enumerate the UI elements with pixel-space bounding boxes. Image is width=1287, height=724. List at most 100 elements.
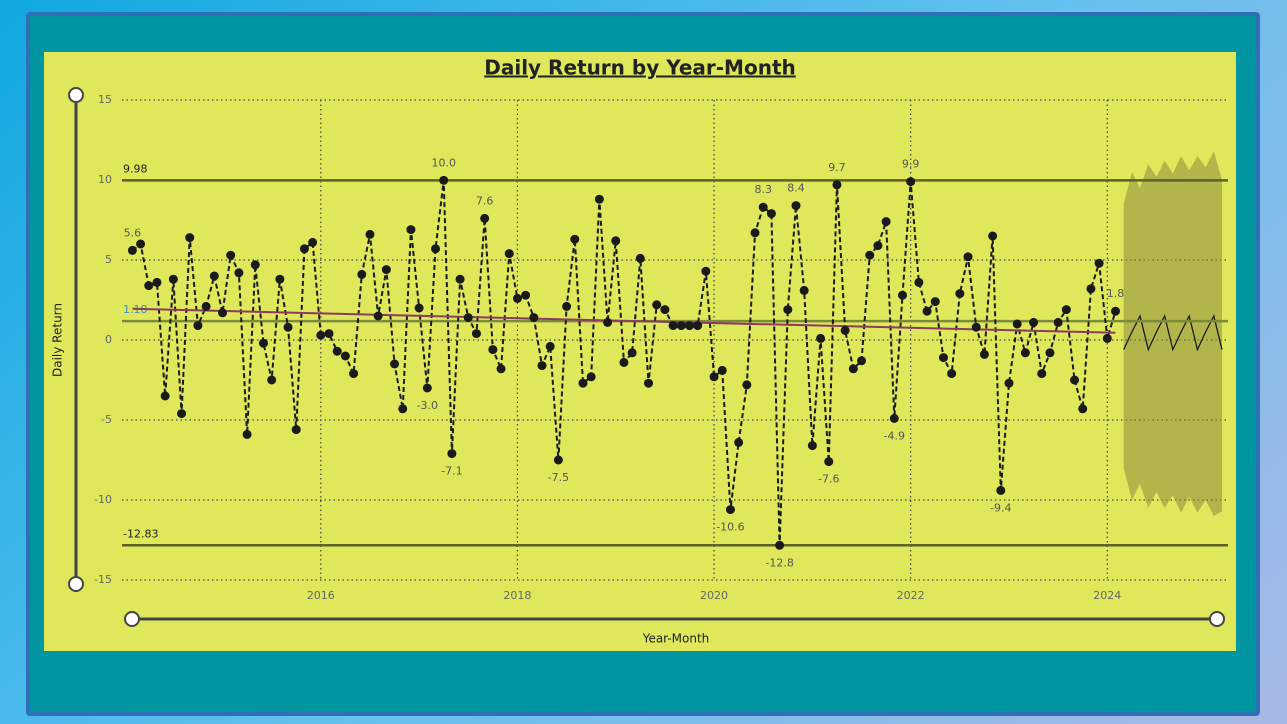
data-point bbox=[414, 303, 424, 313]
data-point bbox=[193, 321, 203, 331]
x-tick-label: 2016 bbox=[307, 589, 335, 602]
x-tick-label: 2020 bbox=[700, 589, 728, 602]
data-point bbox=[160, 391, 170, 401]
data-point bbox=[406, 225, 416, 235]
data-point bbox=[603, 317, 613, 327]
data-point bbox=[848, 364, 858, 374]
data-label: 9.7 bbox=[828, 161, 846, 174]
forecast-line bbox=[1123, 314, 1223, 352]
reference-label: 9.98 bbox=[123, 162, 148, 175]
data-point bbox=[897, 290, 907, 300]
data-point bbox=[807, 441, 817, 451]
data-point bbox=[357, 269, 367, 279]
data-point bbox=[209, 271, 219, 281]
data-point bbox=[431, 244, 441, 254]
data-point bbox=[619, 357, 629, 367]
y-tick-label: -15 bbox=[94, 573, 112, 586]
data-point bbox=[635, 253, 645, 263]
data-point bbox=[480, 213, 490, 223]
data-label: -4.9 bbox=[884, 429, 905, 442]
data-label: -7.6 bbox=[818, 473, 839, 486]
data-point bbox=[668, 321, 678, 331]
x-slider-handle[interactable] bbox=[1209, 611, 1225, 627]
data-point bbox=[381, 265, 391, 275]
data-point bbox=[758, 202, 768, 212]
data-point bbox=[1029, 317, 1039, 327]
data-point bbox=[775, 540, 785, 550]
data-point bbox=[750, 228, 760, 238]
data-point bbox=[889, 413, 899, 423]
data-label: -3.0 bbox=[417, 399, 438, 412]
data-point bbox=[734, 437, 744, 447]
reference-label: -12.83 bbox=[123, 527, 158, 540]
data-point bbox=[873, 241, 883, 251]
data-point bbox=[316, 330, 326, 340]
plot-panel bbox=[44, 52, 1236, 651]
data-point bbox=[553, 455, 563, 465]
data-point bbox=[283, 322, 293, 332]
data-point bbox=[766, 209, 776, 219]
data-label: 9.9 bbox=[902, 158, 920, 171]
chart-title: Daily Return by Year-Month bbox=[484, 56, 796, 80]
x-tick-label: 2018 bbox=[503, 589, 531, 602]
data-point bbox=[521, 290, 531, 300]
data-point bbox=[660, 305, 670, 315]
data-point bbox=[586, 372, 596, 382]
data-point bbox=[258, 338, 268, 348]
data-label: -12.8 bbox=[765, 556, 793, 569]
data-point bbox=[512, 293, 522, 303]
data-point bbox=[1020, 348, 1030, 358]
y-tick-label: 5 bbox=[105, 253, 112, 266]
data-point bbox=[168, 274, 178, 284]
data-point bbox=[578, 378, 588, 388]
data-point bbox=[291, 425, 301, 435]
x-slider-handle[interactable] bbox=[124, 611, 140, 627]
data-point bbox=[349, 369, 359, 379]
data-point bbox=[127, 245, 137, 255]
data-point bbox=[930, 297, 940, 307]
data-label: 10.0 bbox=[431, 156, 456, 169]
data-point bbox=[373, 311, 383, 321]
data-point bbox=[234, 268, 244, 278]
data-point bbox=[218, 308, 228, 318]
data-point bbox=[832, 180, 842, 190]
data-point bbox=[562, 301, 572, 311]
data-point bbox=[275, 274, 285, 284]
data-point bbox=[570, 234, 580, 244]
data-point bbox=[242, 429, 252, 439]
data-label: -7.1 bbox=[441, 465, 462, 478]
y-slider-handle[interactable] bbox=[68, 87, 84, 103]
data-point bbox=[299, 244, 309, 254]
y-slider-handle[interactable] bbox=[68, 576, 84, 592]
data-point bbox=[611, 236, 621, 246]
x-tick-label: 2022 bbox=[897, 589, 925, 602]
data-point bbox=[308, 237, 318, 247]
data-label: 7.6 bbox=[476, 194, 494, 207]
data-point bbox=[676, 321, 686, 331]
data-point bbox=[136, 239, 146, 249]
forecast-band bbox=[1123, 151, 1222, 516]
data-point bbox=[340, 351, 350, 361]
data-point bbox=[725, 505, 735, 515]
data-point bbox=[799, 285, 809, 295]
data-point bbox=[979, 349, 989, 359]
data-point bbox=[1061, 305, 1071, 315]
data-point bbox=[504, 249, 514, 259]
data-point bbox=[152, 277, 162, 287]
data-point bbox=[791, 201, 801, 211]
x-axis-title: Year-Month bbox=[642, 632, 710, 646]
data-point bbox=[644, 378, 654, 388]
trend-line bbox=[132, 307, 1116, 334]
data-point bbox=[1037, 369, 1047, 379]
data-label: 8.4 bbox=[787, 182, 805, 195]
data-point bbox=[529, 313, 539, 323]
data-point bbox=[840, 325, 850, 335]
data-point bbox=[324, 329, 334, 339]
data-point bbox=[881, 217, 891, 227]
y-tick-label: -10 bbox=[94, 493, 112, 506]
data-point bbox=[537, 361, 547, 371]
data-point bbox=[857, 356, 867, 366]
data-label: -7.5 bbox=[548, 471, 569, 484]
